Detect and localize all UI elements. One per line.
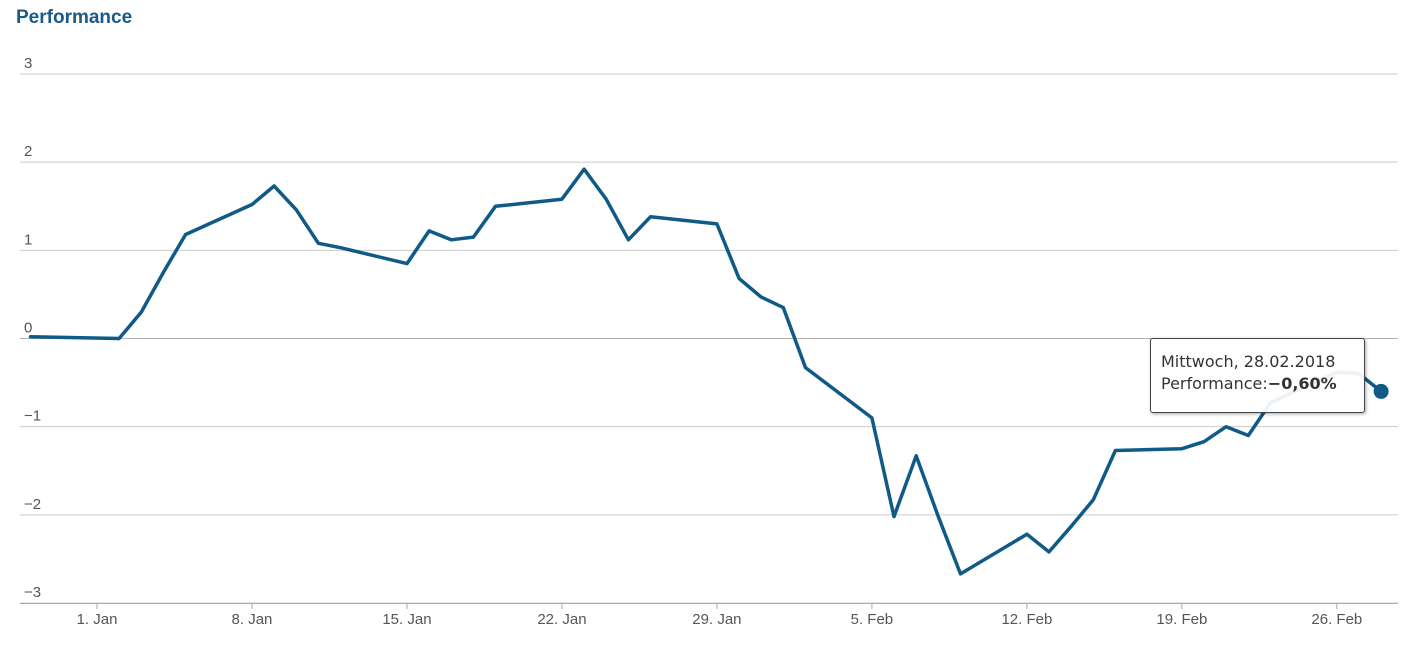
- x-tick-label: 19. Feb: [1156, 611, 1207, 628]
- x-tick-label: 1. Jan: [77, 611, 118, 628]
- highlight-marker: [1373, 383, 1389, 399]
- tooltip-date: Mittwoch, 28.02.2018: [1161, 352, 1336, 371]
- x-tick-label: 22. Jan: [537, 611, 586, 628]
- chart-tooltip: Mittwoch, 28.02.2018 Performance:−0,60%: [1150, 338, 1365, 413]
- y-tick-label: 2: [24, 143, 32, 160]
- performance-series-line: [28, 167, 1383, 576]
- y-tick-label: −1: [24, 408, 41, 425]
- x-tick-label: 29. Jan: [692, 611, 741, 628]
- tooltip-value-row: Performance:−0,60%: [1161, 373, 1354, 395]
- y-tick-label: −2: [24, 496, 41, 513]
- y-tick-label: 0: [24, 320, 32, 337]
- y-tick-label: −3: [24, 584, 41, 601]
- y-tick-label: 1: [24, 231, 32, 248]
- x-tick-label: 15. Jan: [382, 611, 431, 628]
- x-tick-label: 12. Feb: [1001, 611, 1052, 628]
- y-tick-label: 3: [24, 55, 32, 72]
- x-tick-label: 8. Jan: [232, 611, 273, 628]
- tooltip-label: Performance:: [1161, 374, 1268, 393]
- chart-title: Performance: [16, 7, 133, 28]
- x-tick-label: 5. Feb: [851, 611, 894, 628]
- tooltip-value: −0,60%: [1267, 374, 1337, 393]
- x-tick-label: 26. Feb: [1311, 611, 1362, 628]
